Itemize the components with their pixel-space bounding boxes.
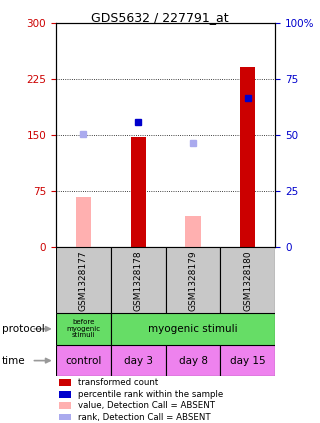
Text: protocol: protocol [2,324,44,334]
FancyBboxPatch shape [56,247,111,313]
Bar [131,137,146,247]
FancyBboxPatch shape [111,247,166,313]
Text: GDS5632 / 227791_at: GDS5632 / 227791_at [91,11,229,24]
Text: percentile rank within the sample: percentile rank within the sample [78,390,223,399]
FancyBboxPatch shape [220,345,275,376]
FancyBboxPatch shape [111,313,275,345]
Bar [240,66,255,247]
FancyBboxPatch shape [166,345,220,376]
Text: day 8: day 8 [179,356,207,365]
Text: transformed count: transformed count [78,378,158,387]
Text: rank, Detection Call = ABSENT: rank, Detection Call = ABSENT [78,412,210,422]
Text: time: time [2,356,25,365]
FancyBboxPatch shape [56,345,111,376]
Text: GSM1328178: GSM1328178 [134,250,143,310]
Text: day 15: day 15 [230,356,266,365]
Text: value, Detection Call = ABSENT: value, Detection Call = ABSENT [78,401,215,410]
Text: myogenic stimuli: myogenic stimuli [148,324,238,334]
Bar [185,216,201,247]
Bar [76,197,91,247]
FancyBboxPatch shape [220,247,275,313]
Text: control: control [65,356,101,365]
FancyBboxPatch shape [56,313,111,345]
Text: GSM1328177: GSM1328177 [79,250,88,310]
FancyBboxPatch shape [111,345,166,376]
Text: GSM1328180: GSM1328180 [243,250,252,310]
Text: day 3: day 3 [124,356,153,365]
FancyBboxPatch shape [166,247,220,313]
Text: before
myogenic
stimuli: before myogenic stimuli [66,319,100,338]
Text: GSM1328179: GSM1328179 [188,250,197,310]
